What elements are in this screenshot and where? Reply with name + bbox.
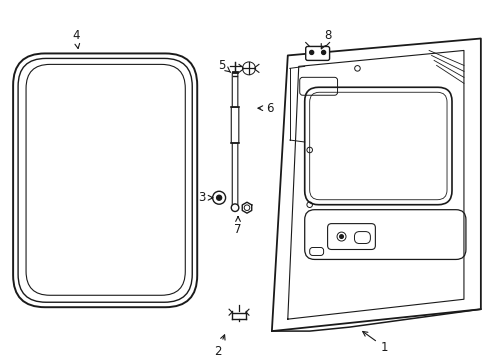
FancyBboxPatch shape [231, 107, 238, 143]
Circle shape [216, 195, 221, 200]
Text: 1: 1 [362, 332, 387, 354]
Circle shape [321, 50, 325, 54]
Text: 2: 2 [214, 335, 224, 357]
Circle shape [231, 204, 238, 211]
Text: 7: 7 [234, 217, 241, 236]
Text: 6: 6 [258, 102, 273, 115]
Circle shape [339, 235, 343, 238]
Text: 5: 5 [218, 59, 230, 72]
FancyBboxPatch shape [305, 46, 329, 60]
Text: 4: 4 [72, 29, 80, 49]
FancyBboxPatch shape [232, 72, 237, 208]
Circle shape [309, 50, 313, 54]
Text: 8: 8 [321, 29, 330, 49]
Text: 3: 3 [198, 191, 212, 204]
Circle shape [212, 191, 225, 204]
